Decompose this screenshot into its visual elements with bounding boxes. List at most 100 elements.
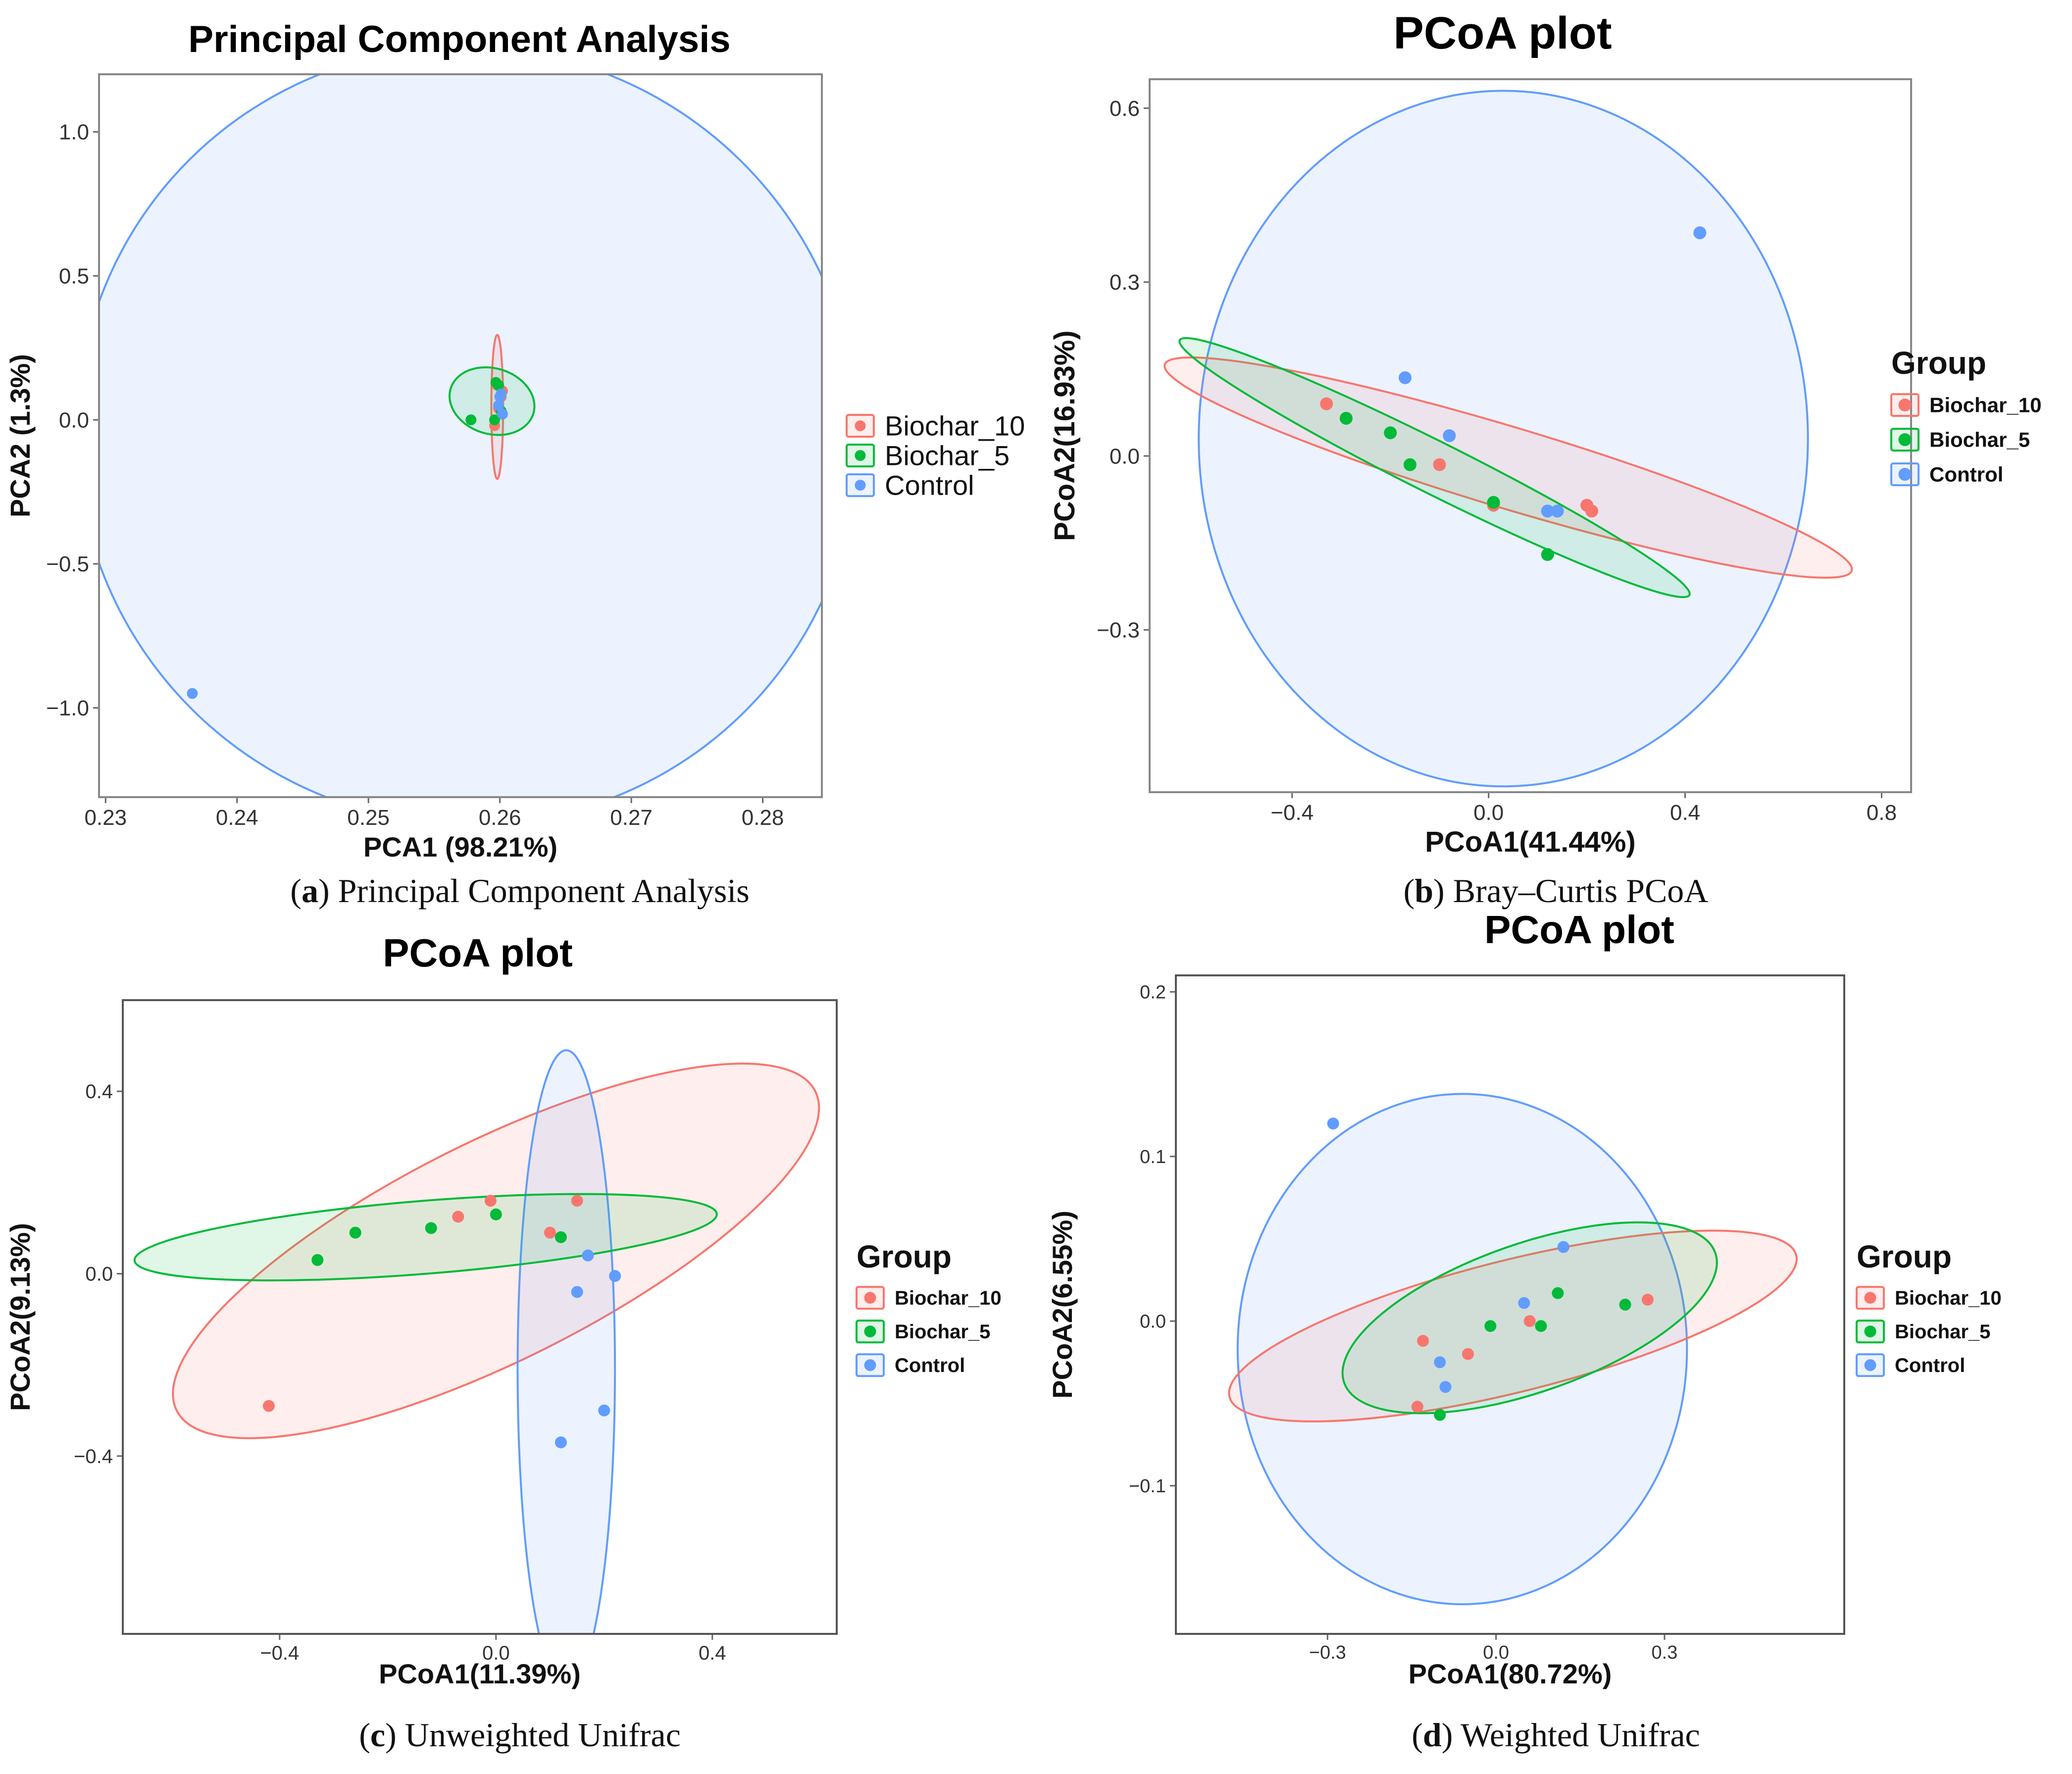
ellipse-control bbox=[99, 74, 822, 797]
chart-title: PCoA plot bbox=[383, 931, 573, 975]
point-control bbox=[187, 688, 198, 699]
legend-dot bbox=[1898, 468, 1912, 481]
legend-dot bbox=[1864, 1359, 1876, 1371]
point-control bbox=[497, 408, 508, 420]
point-biochar-10 bbox=[571, 1195, 583, 1207]
legend-dot bbox=[1898, 399, 1912, 411]
point-biochar-10 bbox=[262, 1400, 275, 1412]
x-axis-label: PCoA1(11.39%) bbox=[379, 1658, 581, 1689]
point-control bbox=[1439, 1381, 1452, 1393]
point-control bbox=[555, 1436, 567, 1449]
y-tick-label: −0.4 bbox=[74, 1446, 113, 1468]
point-control bbox=[1541, 505, 1554, 518]
x-tick-label: 0.25 bbox=[347, 806, 390, 830]
point-control bbox=[1434, 1356, 1446, 1369]
point-biochar-5 bbox=[555, 1231, 567, 1243]
legend-label-biochar-5: Biochar_5 bbox=[1929, 428, 2030, 452]
point-biochar-5 bbox=[1552, 1287, 1564, 1299]
legend-label-biochar-5: Biochar_5 bbox=[1895, 1321, 1990, 1343]
point-biochar-10 bbox=[1320, 397, 1333, 410]
y-axis-label: PCoA2(16.93%) bbox=[1049, 330, 1081, 541]
legend-label-biochar-10: Biochar_10 bbox=[1895, 1287, 2002, 1309]
point-control bbox=[582, 1249, 594, 1262]
point-biochar-10 bbox=[1411, 1401, 1423, 1413]
caption-a: (a) Principal Component Analysis bbox=[290, 872, 750, 910]
point-biochar-5 bbox=[465, 414, 477, 426]
y-tick-label: −0.5 bbox=[46, 552, 89, 576]
point-biochar-5 bbox=[1484, 1320, 1497, 1332]
point-biochar-10 bbox=[1433, 458, 1446, 471]
chart-title: Principal Component Analysis bbox=[188, 18, 730, 60]
pca-chart: Principal Component Analysis 0.23 0.24 0.2… bbox=[4, 18, 1025, 862]
ellipse-control bbox=[1236, 1093, 1688, 1606]
ellipse-biochar-5 bbox=[133, 1193, 718, 1282]
point-control bbox=[571, 1286, 583, 1298]
point-control bbox=[496, 388, 507, 400]
x-tick-label: 0.28 bbox=[742, 806, 784, 830]
chart-title: PCoA plot bbox=[1484, 908, 1674, 952]
point-biochar-10 bbox=[1641, 1294, 1654, 1306]
legend: Group Biochar_10 Biochar_5 Control bbox=[1856, 1239, 2002, 1377]
unweighted-unifrac-pcoa-chart: PCoA plot −0.4 0.0 0.4 −0.4 0.0 0.4 PCoA1(11.… bbox=[4, 931, 1002, 1689]
y-tick-label: 1.0 bbox=[59, 120, 89, 145]
legend-label-control: Control bbox=[885, 470, 974, 501]
legend: Group Biochar_10 Biochar_5 Control bbox=[1890, 345, 2041, 486]
x-axis-label: PCA1 (98.21%) bbox=[363, 831, 557, 862]
point-biochar-5 bbox=[1384, 426, 1397, 440]
x-tick-label: 0.27 bbox=[610, 806, 653, 830]
y-tick-label: −1.0 bbox=[46, 696, 89, 720]
y-tick-label: −0.3 bbox=[1097, 618, 1140, 643]
point-biochar-5 bbox=[490, 1208, 502, 1220]
y-tick-label: −0.1 bbox=[1129, 1476, 1166, 1497]
legend-dot bbox=[864, 1292, 876, 1304]
x-tick-label: 0.4 bbox=[1670, 801, 1700, 825]
point-biochar-5 bbox=[425, 1222, 437, 1234]
point-biochar-10 bbox=[1585, 505, 1599, 518]
x-axis-label: PCoA1(80.72%) bbox=[1409, 1658, 1612, 1689]
x-tick-label: 0.3 bbox=[1652, 1642, 1678, 1663]
legend-dot bbox=[864, 1359, 876, 1371]
point-biochar-5 bbox=[311, 1254, 324, 1266]
legend-label-biochar-10: Biochar_10 bbox=[1929, 394, 2041, 417]
caption-b: (b) Bray–Curtis PCoA bbox=[1403, 872, 1709, 910]
point-biochar-5 bbox=[1487, 496, 1500, 509]
legend-label-control: Control bbox=[1929, 463, 2003, 486]
legend-dot bbox=[1864, 1292, 1876, 1304]
point-control bbox=[493, 400, 504, 411]
point-biochar-5 bbox=[1541, 548, 1554, 561]
legend-dot bbox=[855, 450, 866, 461]
point-biochar-10 bbox=[1462, 1348, 1474, 1360]
point-biochar-5 bbox=[1434, 1409, 1446, 1421]
legend-label-control: Control bbox=[895, 1355, 965, 1376]
legend-dot bbox=[855, 480, 866, 491]
y-tick-label: 0.0 bbox=[59, 408, 89, 432]
x-tick-label: 0.23 bbox=[84, 806, 127, 830]
legend-title: Group bbox=[857, 1239, 952, 1274]
y-tick-label: 0.6 bbox=[1110, 97, 1140, 121]
legend-title: Group bbox=[1857, 1239, 1952, 1274]
chart-title: PCoA plot bbox=[1393, 8, 1612, 58]
y-tick-label: 0.0 bbox=[1110, 444, 1140, 468]
y-tick-label: 0.5 bbox=[59, 264, 89, 289]
caption-c: (c) Unweighted Unifrac bbox=[359, 1716, 681, 1754]
point-control bbox=[598, 1404, 610, 1417]
legend-label-biochar-10: Biochar_10 bbox=[885, 410, 1025, 442]
ellipse-biochar-10 bbox=[1228, 1229, 1798, 1422]
ellipse-control bbox=[516, 1049, 616, 1634]
y-tick-label: 0.2 bbox=[1140, 982, 1166, 1003]
x-tick-label: 0.26 bbox=[479, 806, 521, 830]
y-axis-label: PCoA2(9.13%) bbox=[4, 1223, 36, 1411]
point-biochar-10 bbox=[1417, 1335, 1429, 1347]
point-control bbox=[1443, 429, 1456, 442]
weighted-unifrac-pcoa-chart: PCoA plot −0.3 0.0 0.3 −0.1 0.0 0.1 0.2 PCoA1(… bbox=[1047, 908, 2002, 1689]
bray-curtis-pcoa-chart: PCoA plot −0.4 0.0 0.4 0.8 −0.3 0.0 0.3 0.6 PCo… bbox=[1049, 8, 2041, 858]
x-tick-label: 0.8 bbox=[1867, 801, 1897, 825]
legend-dot bbox=[1864, 1325, 1876, 1338]
x-tick-label: −0.4 bbox=[260, 1642, 299, 1664]
point-control bbox=[1693, 226, 1707, 240]
x-tick-label: −0.4 bbox=[1270, 801, 1314, 825]
legend-dot bbox=[864, 1325, 876, 1338]
point-biochar-5 bbox=[1535, 1320, 1547, 1332]
point-biochar-5 bbox=[349, 1226, 361, 1239]
